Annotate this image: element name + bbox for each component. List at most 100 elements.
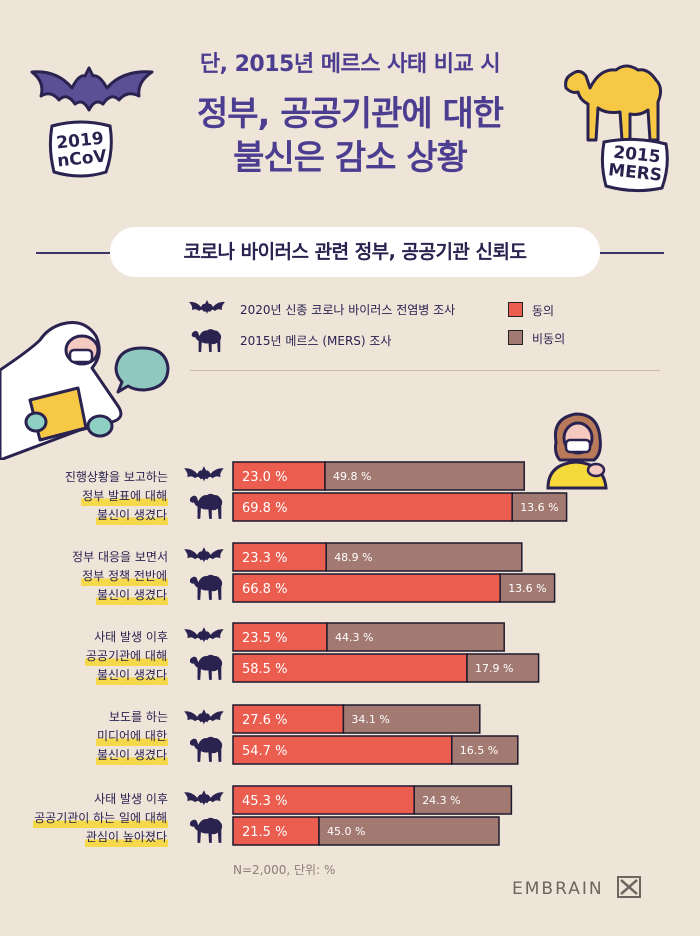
category-3-line3: 불신이 생겼다 <box>95 666 168 685</box>
label-2020-disagree-3: 44.3 % <box>335 631 373 644</box>
category-4-line1: 보도를 하는 <box>108 710 168 724</box>
bar-2020-disagree-2 <box>325 542 523 572</box>
row-5-camel-shape <box>189 817 223 843</box>
row-5-bat-shape <box>184 790 224 806</box>
category-2-line1: 정부 대응을 보면서 <box>72 550 168 564</box>
bar-2015-disagree-4 <box>451 735 519 765</box>
category-1-line2: 정부 발표에 대해 <box>81 487 168 506</box>
label-2015-disagree-4: 16.5 % <box>460 744 498 757</box>
category-3-line2: 공공기관에 대해 <box>84 647 168 666</box>
category-2-line3: 불신이 생겼다 <box>95 586 168 605</box>
bar-2020-disagree-5 <box>413 785 513 815</box>
row-2-bat-shape <box>184 547 224 563</box>
row-3-bat-shape <box>184 627 224 643</box>
category-5-line3: 관심이 높아졌다 <box>84 828 168 847</box>
bar-2015-agree-1 <box>232 492 513 522</box>
row-4-camel-icon <box>189 736 223 762</box>
hazmat-worker-illustration <box>0 321 123 460</box>
label-2020-disagree-5: 24.3 % <box>422 794 460 807</box>
bar-2020-agree-3 <box>232 622 328 652</box>
row-5-bat-icon <box>184 790 224 806</box>
category-2-line2: 정부 정책 전반에 <box>81 567 168 586</box>
bar-2015-disagree-3 <box>466 653 540 683</box>
headline: 단, 2015년 메르스 사태 비교 시 정부, 공공기관에 대한 불신은 감소… <box>0 46 700 180</box>
row-1-bat-icon <box>184 466 224 482</box>
camel-icon <box>564 64 663 142</box>
legend-agree-label: 동의 <box>532 304 555 318</box>
legend-camel-icon <box>191 329 222 353</box>
label-2015-agree-1: 69.8 % <box>242 501 287 516</box>
category-3-line1: 사태 발생 이후 <box>94 630 168 644</box>
category-label-2: 정부 대응을 보면서 정부 정책 전반에 불신이 생겼다 <box>8 548 168 605</box>
bar-2020-disagree-3 <box>326 622 505 652</box>
bat-icon <box>30 66 154 112</box>
masked-woman-illustration <box>546 412 608 490</box>
label-2020-agree-1: 23.0 % <box>242 470 287 485</box>
label-2015-disagree-2: 13.6 % <box>508 582 546 595</box>
bar-2015-disagree-2 <box>499 573 556 603</box>
label-2020-agree-3: 23.5 % <box>242 631 287 646</box>
label-2020-disagree-1: 49.8 % <box>333 470 371 483</box>
speech-bubble-icon <box>114 346 170 394</box>
legend-disagree-swatch <box>508 330 523 345</box>
brand-name: EMBRAIN <box>512 879 604 899</box>
label-2015-disagree-3: 17.9 % <box>475 662 513 675</box>
bar-2015-agree-3 <box>232 653 468 683</box>
category-1-line3: 불신이 생겼다 <box>95 506 168 525</box>
legend-disagree-label: 비동의 <box>532 332 566 346</box>
headline-title-line2: 불신은 감소 상황 <box>233 138 468 178</box>
footnote: N=2,000, 단위: % <box>233 863 336 877</box>
category-4-line2: 미디어에 대한 <box>95 727 168 746</box>
category-label-1: 진행상황을 보고하는 정부 발표에 대해 불신이 생겼다 <box>8 468 168 525</box>
label-2015-disagree-1: 13.6 % <box>520 501 558 514</box>
headline-title-line1: 정부, 공공기관에 대한 <box>196 94 504 134</box>
sticker-ncov: 2019 nCoV <box>22 60 162 180</box>
row-2-camel-icon <box>189 574 223 600</box>
row-4-bat-shape <box>184 709 224 725</box>
label-2020-agree-4: 27.6 % <box>242 713 287 728</box>
label-2015-agree-5: 21.5 % <box>242 825 287 840</box>
legend-divider <box>190 370 660 371</box>
label-2020-disagree-4: 34.1 % <box>351 713 389 726</box>
label-2015-agree-4: 54.7 % <box>242 744 287 759</box>
row-3-camel-icon <box>189 654 223 680</box>
legend-2015-label: 2015년 메르스 (MERS) 조사 <box>240 334 392 348</box>
brand-mark-icon <box>616 876 641 898</box>
headline-subtitle: 단, 2015년 메르스 사태 비교 시 <box>199 52 501 77</box>
label-2015-agree-3: 58.5 % <box>242 662 287 677</box>
row-1-camel-shape <box>189 493 223 519</box>
mers-badge-icon <box>600 137 669 193</box>
row-4-bat-icon <box>184 709 224 725</box>
bar-2020-agree-1 <box>232 461 326 491</box>
row-3-camel-shape <box>189 654 223 680</box>
ncov-badge-icon <box>48 120 113 178</box>
row-4-camel-shape <box>189 736 223 762</box>
legend-bat-icon <box>189 300 225 314</box>
section-line-left <box>36 252 116 254</box>
bar-2015-disagree-1 <box>511 492 568 522</box>
legend-agree-swatch <box>508 302 523 317</box>
category-label-3: 사태 발생 이후 공공기관에 대해 불신이 생겼다 <box>8 628 168 685</box>
label-2020-agree-5: 45.3 % <box>242 794 287 809</box>
bar-2015-disagree-5 <box>318 816 500 846</box>
section-title: 코로나 바이러스 관련 정부, 공공기관 신뢰도 <box>110 227 600 277</box>
sticker-mers: 2015 MERS <box>552 58 682 193</box>
row-1-bat-shape <box>184 466 224 482</box>
bar-2020-disagree-1 <box>324 461 525 491</box>
section-line-right <box>594 252 664 254</box>
category-5-line1: 사태 발생 이후 <box>94 792 168 806</box>
label-2015-disagree-5: 45.0 % <box>327 825 365 838</box>
brand-logo: EMBRAIN <box>512 876 641 899</box>
category-1-line1: 진행상황을 보고하는 <box>64 470 168 484</box>
row-1-camel-icon <box>189 493 223 519</box>
row-3-bat-icon <box>184 627 224 643</box>
category-4-line3: 불신이 생겼다 <box>95 746 168 765</box>
row-2-bat-icon <box>184 547 224 563</box>
category-label-4: 보도를 하는 미디어에 대한 불신이 생겼다 <box>8 708 168 765</box>
label-2015-agree-2: 66.8 % <box>242 582 287 597</box>
category-5-line2: 공공기관이 하는 일에 대해 <box>33 809 168 828</box>
row-2-camel-shape <box>189 574 223 600</box>
bar-2020-disagree-4 <box>342 704 481 734</box>
legend-2020-label: 2020년 신종 코로나 바이러스 전염병 조사 <box>240 303 456 317</box>
